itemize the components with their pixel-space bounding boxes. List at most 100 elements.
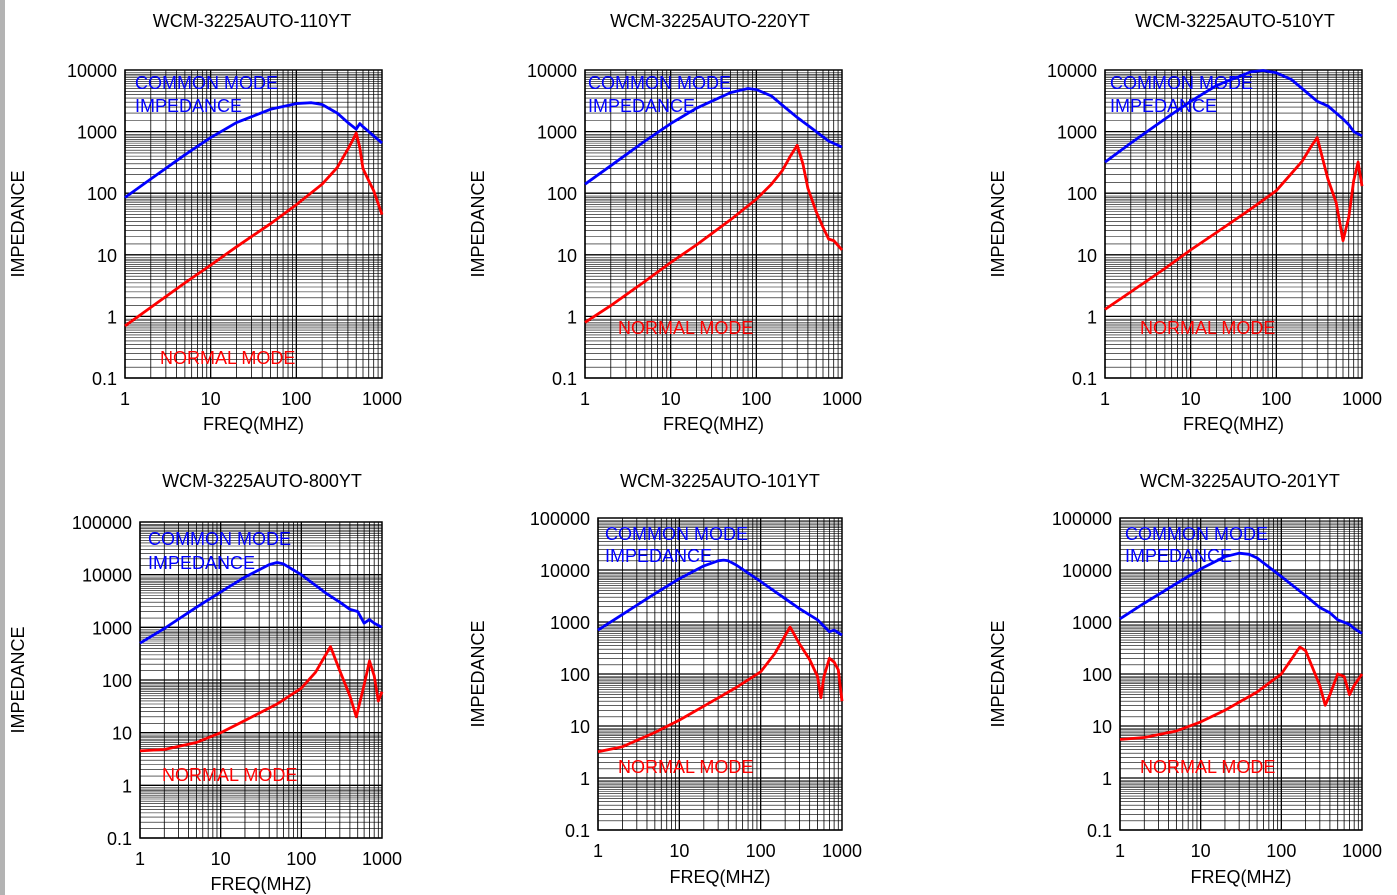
y-tick-label: 0.1 <box>565 821 590 841</box>
y-axis-label: IMPEDANCE <box>468 620 488 727</box>
x-tick-label: 10 <box>201 389 221 409</box>
y-tick-label: 1 <box>1087 307 1097 327</box>
y-tick-label: 1000 <box>92 618 132 638</box>
grid <box>584 70 842 379</box>
normal-mode-curve <box>139 645 384 753</box>
y-tick-label: 1 <box>580 769 590 789</box>
y-tick-label: 1 <box>107 307 117 327</box>
chart-title: WCM-3225AUTO-110YT <box>153 11 351 31</box>
y-tick-label: 10 <box>570 717 590 737</box>
x-axis-label: FREQ(MHZ) <box>1191 867 1292 887</box>
y-tick-label: 10 <box>97 246 117 266</box>
y-tick-label: 100 <box>547 184 577 204</box>
common-mode-label: IMPEDANCE <box>1125 546 1232 566</box>
chart-title: WCM-3225AUTO-220YT <box>610 11 810 31</box>
x-tick-label: 1000 <box>1342 389 1382 409</box>
y-tick-label: 100 <box>87 184 117 204</box>
x-tick-label: 10 <box>1191 841 1211 861</box>
y-tick-label: 100000 <box>530 509 590 529</box>
normal-mode-label: NORMAL MODE <box>160 348 295 368</box>
y-tick-label: 10 <box>1077 246 1097 266</box>
y-tick-label: 0.1 <box>92 369 117 389</box>
common-mode-label: COMMON MODE <box>148 529 291 549</box>
common-mode-label: IMPEDANCE <box>605 546 712 566</box>
y-tick-label: 100 <box>560 665 590 685</box>
y-tick-label: 10 <box>1092 717 1112 737</box>
y-tick-label: 10000 <box>1047 61 1097 81</box>
normal-mode-label: NORMAL MODE <box>618 757 753 777</box>
y-tick-label: 1000 <box>1057 123 1097 143</box>
x-tick-label: 10 <box>211 849 231 869</box>
y-tick-label: 0.1 <box>1087 821 1112 841</box>
common-mode-label: IMPEDANCE <box>1110 96 1217 116</box>
y-tick-label: 1 <box>1102 769 1112 789</box>
chart-title: WCM-3225AUTO-101YT <box>620 471 820 491</box>
common-mode-label: COMMON MODE <box>135 73 278 93</box>
y-tick-label: 10000 <box>540 561 590 581</box>
x-tick-label: 100 <box>741 389 771 409</box>
plot-frame <box>1104 69 1363 379</box>
normal-mode-label: NORMAL MODE <box>1140 318 1275 338</box>
common-mode-label: COMMON MODE <box>1125 524 1268 544</box>
y-tick-label: 100 <box>1067 184 1097 204</box>
chart-title: WCM-3225AUTO-201YT <box>1140 471 1340 491</box>
y-tick-label: 1000 <box>77 123 117 143</box>
common-mode-curve <box>1119 551 1363 635</box>
x-tick-label: 1000 <box>1342 841 1382 861</box>
grid <box>1104 70 1362 379</box>
y-tick-label: 100000 <box>72 513 132 533</box>
common-mode-label: IMPEDANCE <box>135 96 242 116</box>
plot-area <box>125 70 382 378</box>
normal-mode-label: NORMAL MODE <box>618 318 753 338</box>
x-tick-label: 1 <box>135 849 145 869</box>
y-tick-label: 10 <box>112 724 132 744</box>
normal-mode-curve <box>584 143 844 324</box>
x-tick-label: 10 <box>1181 389 1201 409</box>
plot-frame <box>597 517 843 831</box>
common-mode-label: COMMON MODE <box>605 524 748 544</box>
x-axis-label: FREQ(MHZ) <box>1183 414 1284 434</box>
y-tick-label: 100000 <box>1052 509 1112 529</box>
x-tick-label: 1 <box>1115 841 1125 861</box>
x-tick-label: 100 <box>746 841 776 861</box>
x-tick-label: 100 <box>286 849 316 869</box>
common-mode-curve <box>584 87 843 186</box>
y-tick-label: 10 <box>557 246 577 266</box>
y-axis-label: IMPEDANCE <box>8 626 28 733</box>
common-mode-label: COMMON MODE <box>588 73 731 93</box>
x-tick-label: 100 <box>1266 841 1296 861</box>
y-tick-label: 0.1 <box>552 369 577 389</box>
y-tick-label: 1 <box>567 307 577 327</box>
normal-mode-label: NORMAL MODE <box>1140 757 1275 777</box>
y-tick-label: 1000 <box>1072 613 1112 633</box>
y-tick-label: 1 <box>122 776 132 796</box>
common-mode-curve <box>139 561 383 645</box>
y-tick-label: 10000 <box>67 61 117 81</box>
common-mode-curve <box>124 101 383 199</box>
common-mode-curve <box>597 558 843 637</box>
x-tick-label: 1 <box>593 841 603 861</box>
y-tick-label: 1000 <box>550 613 590 633</box>
y-tick-label: 0.1 <box>1072 369 1097 389</box>
common-mode-curve <box>1104 69 1363 164</box>
x-tick-label: 1000 <box>362 849 402 869</box>
y-tick-label: 100 <box>1082 665 1112 685</box>
y-tick-label: 10000 <box>1062 561 1112 581</box>
x-tick-label: 1 <box>120 389 130 409</box>
common-mode-label: IMPEDANCE <box>148 553 255 573</box>
y-axis-label: IMPEDANCE <box>988 620 1008 727</box>
x-tick-label: 100 <box>1261 389 1291 409</box>
x-axis-label: FREQ(MHZ) <box>663 414 764 434</box>
x-tick-label: 1000 <box>822 841 862 861</box>
normal-mode-label: NORMAL MODE <box>162 765 297 785</box>
x-axis-label: FREQ(MHZ) <box>211 874 312 894</box>
x-tick-label: 1 <box>580 389 590 409</box>
grid <box>1119 518 1362 831</box>
x-tick-label: 1000 <box>362 389 402 409</box>
plot-frame <box>124 69 383 379</box>
